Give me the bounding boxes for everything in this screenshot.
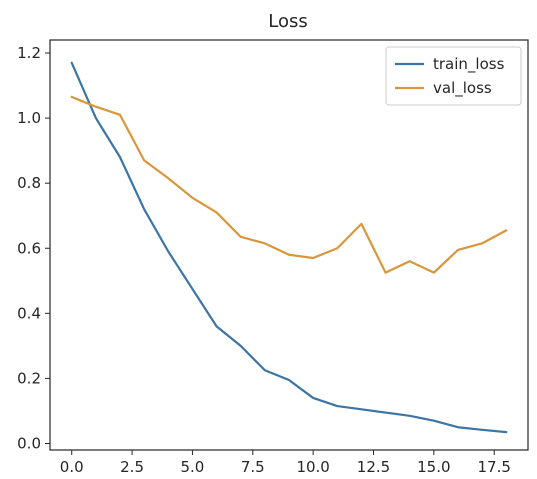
y-tick-label: 1.2 [17, 44, 41, 62]
series-line-val-loss [70, 95, 508, 274]
x-tick-label: 15.0 [417, 458, 450, 476]
x-tick-label: 10.0 [296, 458, 329, 476]
series-lines [70, 61, 508, 434]
x-tick-label: 5.0 [181, 458, 205, 476]
y-tick-label: 0.2 [17, 369, 41, 387]
series-line-train-loss [70, 61, 508, 434]
x-axis: 0.0 2.5 5.0 7.5 10.0 12.5 15.0 17.5 [60, 450, 511, 476]
plot-area [49, 39, 529, 451]
x-tick-label: 17.5 [477, 458, 510, 476]
x-tick-label: 12.5 [357, 458, 390, 476]
x-tick-label: 0.0 [60, 458, 84, 476]
y-tick-label: 1.0 [17, 109, 41, 127]
chart-title: Loss [268, 11, 307, 32]
axes-frame [49, 39, 529, 451]
legend-label: val_loss [433, 79, 492, 98]
y-tick-label: 0.6 [17, 239, 41, 257]
x-tick-label: 2.5 [120, 458, 144, 476]
legend-box [385, 46, 522, 106]
y-tick-label: 0.0 [17, 434, 41, 452]
legend-label: train_loss [433, 55, 505, 74]
y-tick-label: 0.4 [17, 304, 41, 322]
y-axis: 0.0 0.2 0.4 0.6 0.8 1.0 1.2 [17, 44, 50, 452]
legend: train_loss val_loss [385, 46, 522, 106]
y-tick-label: 0.8 [17, 174, 41, 192]
x-tick-label: 7.5 [241, 458, 265, 476]
